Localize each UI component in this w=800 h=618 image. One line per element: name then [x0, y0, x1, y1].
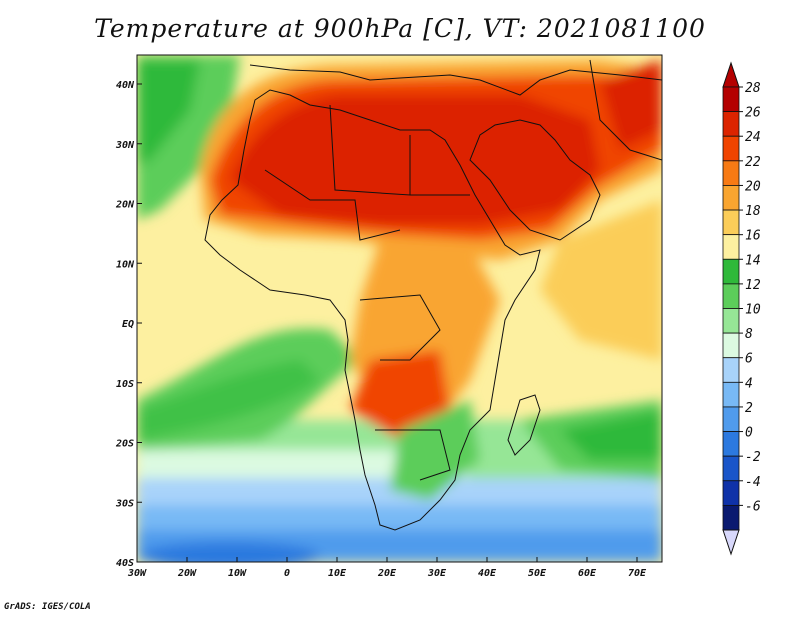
colorbar-label: 10: [745, 303, 761, 318]
colorbar-swatch: [722, 86, 740, 113]
lon-tick-label: 20E: [377, 568, 397, 579]
colorbar-swatch: [722, 283, 740, 309]
colorbar-label: 24: [745, 130, 761, 145]
colorbar-label: 26: [745, 106, 761, 121]
colorbar-swatch: [722, 455, 740, 482]
colorbar-label: 16: [745, 229, 761, 244]
lat-tick-label: 40S: [116, 558, 134, 569]
map-frame: [136, 54, 663, 563]
lon-tick-label: 70E: [628, 568, 647, 579]
lon-tick-label: 60E: [578, 568, 597, 579]
coastlines: [204, 59, 662, 531]
colorbar-swatch: [722, 234, 740, 260]
lon-tick-label: 30E: [427, 568, 447, 579]
colorbar-swatch: [722, 308, 740, 334]
colorbar-swatch: [722, 504, 740, 531]
lat-tick-label: 10N: [116, 259, 135, 270]
temperature-field: [137, 55, 662, 562]
lat-tick-label: EQ: [122, 319, 134, 330]
colorbar-swatch: [722, 258, 740, 285]
colorbar-label: 2: [745, 401, 753, 416]
colorbar-label: 22: [745, 155, 761, 170]
lon-tick-label: 10W: [228, 568, 247, 579]
lat-tick-label: 20N: [115, 200, 135, 211]
colorbar-label: -6: [745, 499, 761, 514]
colorbar-label: 14: [745, 253, 761, 268]
lat-tick-label: 10S: [116, 379, 134, 390]
lat-tick-label: 20S: [115, 439, 134, 450]
colorbar-bottom-arrow: [722, 529, 740, 556]
colorbar-label: 12: [745, 278, 761, 293]
lon-tick-label: 50E: [528, 568, 547, 579]
lon-tick-label: 0: [284, 568, 290, 579]
lon-tick-label: 20W: [177, 568, 197, 579]
map-title: Temperature at 900hPa [C], VT: 202108110…: [94, 14, 706, 43]
colorbar-swatch: [722, 160, 740, 186]
lon-tick-label: 30W: [127, 568, 147, 579]
colorbar-swatch: [722, 357, 740, 383]
lat-tick-label: 30N: [115, 140, 135, 151]
latitude-axis: 40N 30N 20N 10N EQ 10S 20S 30S 40S: [115, 80, 142, 569]
colorbar-swatch: [722, 431, 740, 457]
colorbar-swatch: [722, 111, 740, 137]
lon-tick-label: 10E: [328, 568, 347, 579]
colorbar-label: 20: [745, 179, 761, 194]
colorbar-label: -4: [745, 475, 761, 490]
colorbar-swatch: [722, 332, 740, 359]
colorbar-swatch: [722, 209, 740, 236]
lat-tick-label: 30S: [115, 498, 134, 509]
colorbar-swatch: [722, 185, 740, 211]
colorbar-top-arrow: [722, 61, 740, 88]
colorbar-label: 0: [745, 426, 753, 441]
colorbar-swatch: [722, 381, 740, 408]
colorbar-label: 8: [745, 327, 753, 342]
colorbar-swatch: [722, 406, 740, 432]
colorbar-label: 18: [745, 204, 761, 219]
colorbar-label: 4: [745, 376, 753, 391]
colorbar-swatch: [722, 480, 740, 506]
colorbar-label: 28: [745, 81, 761, 96]
longitude-axis: 30W 20W 10W 0 10E 20E 30E 40E 50E 60E 70E: [127, 557, 647, 579]
lat-tick-label: 40N: [116, 80, 135, 91]
colorbar-label: -2: [745, 450, 761, 465]
colorbar-label: 6: [745, 352, 753, 367]
grads-credit: GrADS: IGES/COLA: [4, 602, 91, 612]
colorbar-swatch: [722, 135, 740, 162]
lon-tick-label: 40E: [478, 568, 497, 579]
